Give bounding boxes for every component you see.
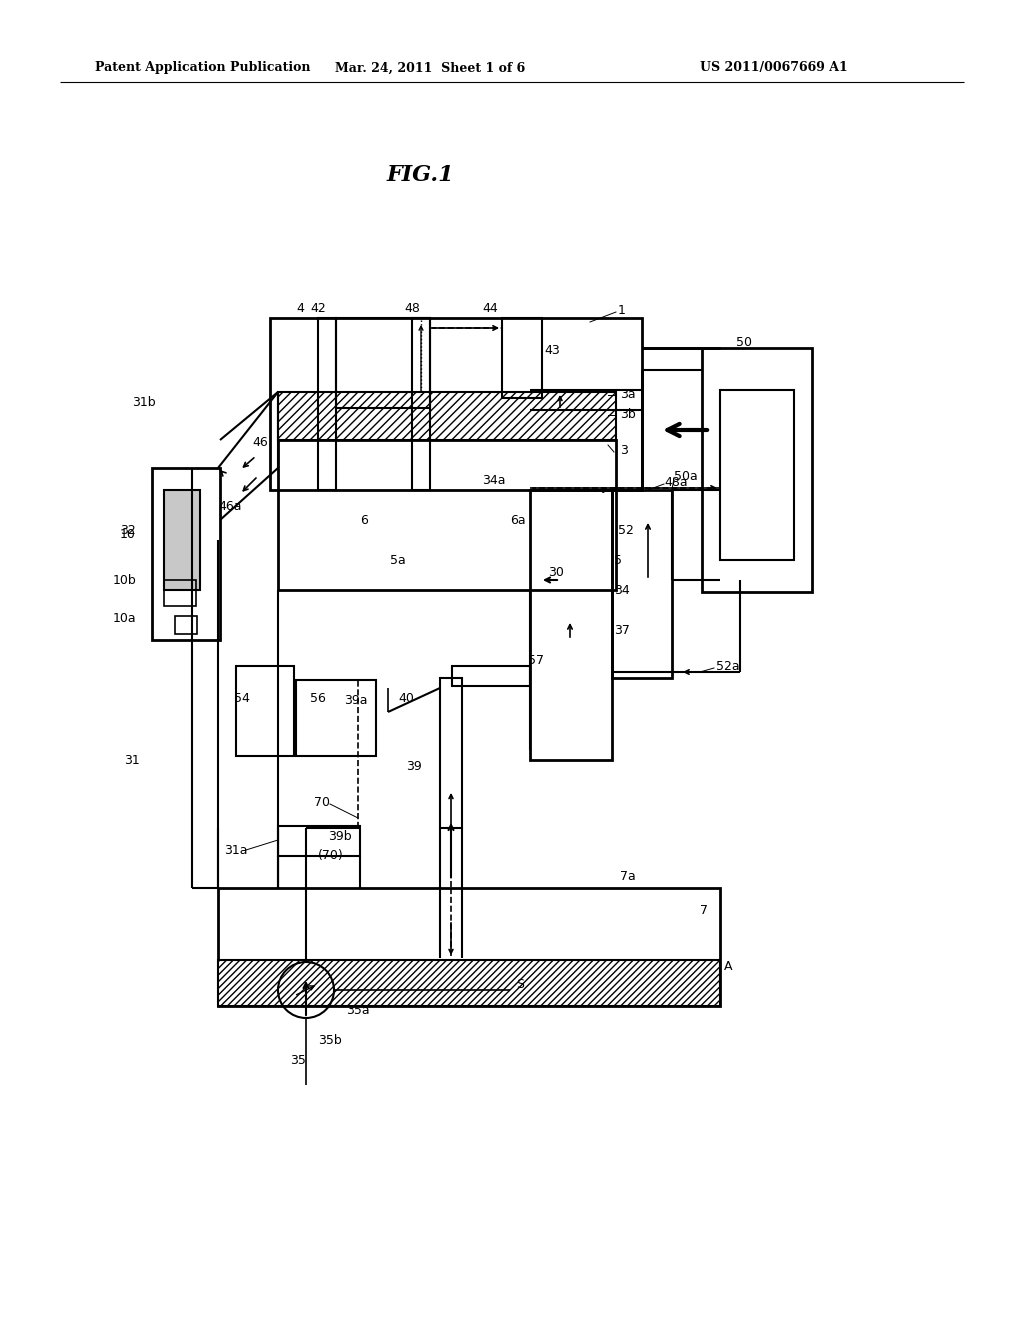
Text: 31a: 31a — [224, 843, 248, 857]
Text: 54: 54 — [234, 692, 250, 705]
Text: 30: 30 — [548, 565, 564, 578]
Bar — [530, 490, 612, 760]
Text: 48: 48 — [404, 301, 420, 314]
Bar — [702, 348, 812, 591]
Text: 34: 34 — [614, 583, 630, 597]
Bar — [164, 579, 196, 606]
Text: 3: 3 — [620, 444, 628, 457]
Text: 37: 37 — [614, 623, 630, 636]
Text: 35b: 35b — [318, 1034, 342, 1047]
Bar — [720, 389, 794, 560]
Bar — [152, 469, 220, 640]
Text: 6: 6 — [360, 513, 368, 527]
Bar — [502, 318, 542, 399]
Text: Patent Application Publication: Patent Application Publication — [95, 62, 310, 74]
Bar — [452, 667, 530, 686]
Text: 43: 43 — [544, 343, 560, 356]
Text: 1: 1 — [618, 304, 626, 317]
Bar — [218, 960, 720, 1006]
Text: FIG.1: FIG.1 — [386, 164, 454, 186]
Bar — [336, 318, 430, 408]
Bar — [440, 678, 462, 828]
Text: (70): (70) — [318, 850, 344, 862]
Text: 50a: 50a — [674, 470, 697, 483]
Bar — [612, 490, 672, 678]
Text: 40: 40 — [398, 692, 414, 705]
Bar — [318, 318, 336, 490]
Text: 10a: 10a — [113, 611, 136, 624]
Text: 39: 39 — [407, 759, 422, 772]
Text: 52: 52 — [618, 524, 634, 536]
Text: 5: 5 — [614, 553, 622, 566]
Text: 39b: 39b — [329, 829, 352, 842]
Text: 4: 4 — [296, 301, 304, 314]
Text: 5a: 5a — [390, 553, 406, 566]
Text: 10: 10 — [120, 528, 136, 540]
Text: 10b: 10b — [113, 573, 136, 586]
Text: 32: 32 — [120, 524, 136, 536]
Text: 3b: 3b — [620, 408, 636, 421]
Text: S: S — [516, 978, 524, 990]
Text: A: A — [724, 960, 732, 973]
Bar — [278, 392, 616, 440]
Text: 7: 7 — [700, 903, 708, 916]
Text: 6a: 6a — [510, 513, 525, 527]
Bar — [164, 490, 200, 590]
Bar — [218, 888, 720, 1006]
Text: 48a: 48a — [664, 475, 688, 488]
Bar — [175, 616, 197, 634]
Bar — [236, 667, 294, 756]
Text: 57: 57 — [528, 653, 544, 667]
Bar — [278, 826, 360, 855]
Text: 35: 35 — [290, 1053, 306, 1067]
Bar — [278, 440, 616, 590]
Text: 7a: 7a — [620, 870, 636, 883]
Bar — [412, 318, 430, 490]
Text: 46a: 46a — [218, 499, 242, 512]
Bar — [270, 318, 642, 490]
Text: 46: 46 — [252, 436, 267, 449]
Text: 34a: 34a — [482, 474, 506, 487]
Text: 50: 50 — [736, 335, 752, 348]
Text: 70: 70 — [314, 796, 330, 808]
Text: 56: 56 — [310, 692, 326, 705]
Text: Mar. 24, 2011  Sheet 1 of 6: Mar. 24, 2011 Sheet 1 of 6 — [335, 62, 525, 74]
Text: 42: 42 — [310, 301, 326, 314]
Text: 3a: 3a — [620, 388, 636, 401]
Text: 44: 44 — [482, 301, 498, 314]
Text: 35a: 35a — [346, 1003, 370, 1016]
Text: 31b: 31b — [132, 396, 156, 408]
Bar — [296, 680, 376, 756]
Text: 39a: 39a — [344, 693, 368, 706]
Text: 52a: 52a — [716, 660, 739, 672]
Text: US 2011/0067669 A1: US 2011/0067669 A1 — [700, 62, 848, 74]
Text: 31: 31 — [124, 754, 140, 767]
